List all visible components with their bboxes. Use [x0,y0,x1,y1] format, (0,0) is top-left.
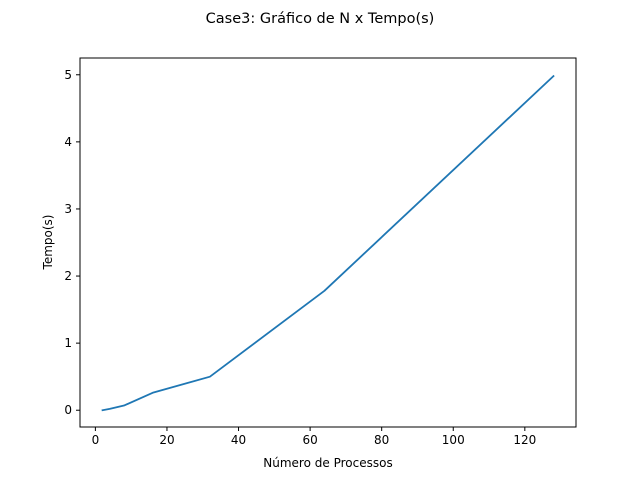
x-tick-label: 0 [92,433,100,447]
y-tick-label: 3 [64,202,72,216]
chart-title: Case3: Gráfico de N x Tempo(s) [206,11,435,27]
x-tick-label: 20 [159,433,174,447]
x-tick-label: 60 [302,433,317,447]
x-axis-label: Número de Processos [263,456,392,470]
series-line-0 [101,74,555,412]
y-axis-label: Tempo(s) [41,215,55,271]
axes-frame [79,57,577,428]
x-axis: 0 20 40 60 80 100 120 [92,427,536,447]
y-tick-label: 0 [64,403,72,417]
y-tick-label: 5 [64,68,72,82]
x-tick-label: 100 [442,433,465,447]
x-tick-label: 120 [513,433,536,447]
y-axis: 0 1 2 3 4 5 [64,68,80,417]
y-tick-label: 4 [64,135,72,149]
x-tick-label: 40 [231,433,246,447]
y-tick-label: 1 [64,336,72,350]
y-tick-label: 2 [64,269,72,283]
plot-area [101,74,555,412]
x-tick-label: 80 [374,433,389,447]
